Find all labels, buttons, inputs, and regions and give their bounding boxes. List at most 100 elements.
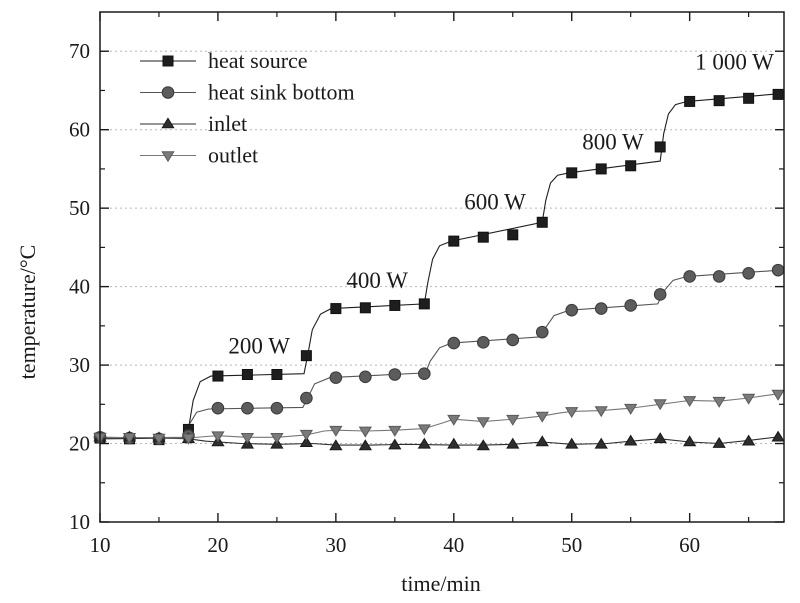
data-point-heat-source [536,216,548,228]
data-point-heat-sink-bottom [476,336,490,349]
data-point-outlet [771,389,785,401]
data-point-outlet [417,424,431,436]
data-point-heat-source [684,95,696,107]
data-point-heat-source [654,141,666,153]
data-point-heat-source [743,92,755,104]
legend-label-heat-sink-bottom: heat sink bottom [208,80,355,105]
data-point-heat-sink-bottom [447,336,461,350]
power-annotation: 800 W [582,129,644,154]
data-point-inlet [565,437,579,449]
data-point-inlet [683,435,697,447]
data-point-heat-sink-bottom [771,263,785,277]
series-line-outlet [99,392,782,439]
tick-labels: 10 20 30 40 50 60 70 10 20 30 40 50 60 [69,39,700,557]
legend-marker-heat-sink-bottom [161,86,175,99]
data-point-heat-source [507,229,519,241]
axis-ticks [99,12,784,523]
data-point-heat-sink-bottom [329,371,343,384]
y-tick-label: 10 [69,510,90,534]
data-point-heat-sink-bottom [211,401,225,415]
data-point-outlet [653,399,667,411]
data-point-outlet [594,406,608,418]
data-point-outlet [447,414,461,426]
data-point-outlet [152,433,166,445]
data-point-outlet [712,396,726,408]
x-tick-label: 60 [679,533,700,557]
data-point-outlet [741,393,756,405]
data-point-heat-source [359,302,371,314]
power-annotation: 200 W [228,333,290,358]
data-point-inlet [299,436,314,448]
data-point-heat-sink-bottom [241,401,254,415]
y-tick-label: 40 [69,275,90,299]
x-tick-label: 20 [207,533,228,557]
data-point-outlet [565,407,579,419]
data-point-outlet [683,396,697,408]
data-point-inlet [447,437,461,449]
data-point-heat-source [477,231,489,243]
data-point-heat-source [300,350,312,362]
data-point-heat-sink-bottom [742,266,755,280]
x-tick-label: 50 [561,533,582,557]
grid-lines [100,50,784,445]
data-point-heat-sink-bottom [270,401,284,415]
data-point-heat-sink-bottom [418,367,431,381]
data-point-outlet [240,432,255,444]
data-point-heat-source [212,370,224,382]
y-tick-label: 30 [69,353,90,377]
power-annotation: 1 000 W [695,49,774,74]
data-point-heat-sink-bottom [594,302,608,315]
data-point-heat-source [418,298,430,310]
series-line-heat-source [99,93,782,440]
data-point-heat-source [772,88,784,100]
data-point-heat-sink-bottom [712,270,726,283]
data-point-outlet [506,414,520,426]
data-point-inlet [624,434,638,446]
data-point-outlet [122,432,137,444]
data-point-inlet [329,439,343,451]
data-point-heat-sink-bottom [388,368,402,381]
y-axis-label: temperature/°C [15,245,40,380]
data-point-outlet [211,431,225,443]
data-point-heat-source [595,163,607,175]
data-point-inlet [476,439,490,451]
plot-frame [99,11,785,523]
legend-marker-inlet [161,117,175,129]
y-tick-label: 50 [69,196,90,220]
data-point-heat-sink-bottom [683,270,696,283]
series-markers [93,88,785,451]
data-point-heat-sink-bottom [359,370,372,384]
legend-marker-heat-source [162,55,174,67]
legend-label-heat-source: heat source [208,48,308,73]
data-point-outlet [270,432,284,444]
data-point-heat-source [713,95,725,107]
data-point-inlet [535,435,549,447]
data-point-inlet [388,438,402,450]
data-point-outlet [358,426,372,438]
data-point-outlet [299,429,314,441]
data-point-inlet [771,430,785,442]
x-tick-label: 10 [90,533,111,557]
series-line-heat-sink-bottom [99,269,782,439]
data-point-inlet [741,434,756,446]
data-point-heat-sink-bottom [535,325,549,339]
data-point-heat-sink-bottom [506,333,520,347]
data-point-outlet [476,417,490,429]
data-point-inlet [594,437,608,449]
data-point-inlet [712,436,726,448]
data-point-inlet [506,437,520,449]
data-point-heat-source [389,299,401,311]
y-tick-label: 70 [69,39,90,63]
legend-label-outlet: outlet [208,143,258,168]
data-point-outlet [388,425,402,437]
series-lines [99,93,782,446]
x-axis-label: time/min [401,571,480,596]
x-tick-label: 30 [325,533,346,557]
data-point-inlet [417,437,431,449]
power-annotation: 600 W [464,190,526,215]
y-tick-label: 60 [69,118,90,142]
data-point-heat-source [448,235,460,247]
data-point-outlet [329,425,343,437]
data-point-heat-source [330,303,342,315]
